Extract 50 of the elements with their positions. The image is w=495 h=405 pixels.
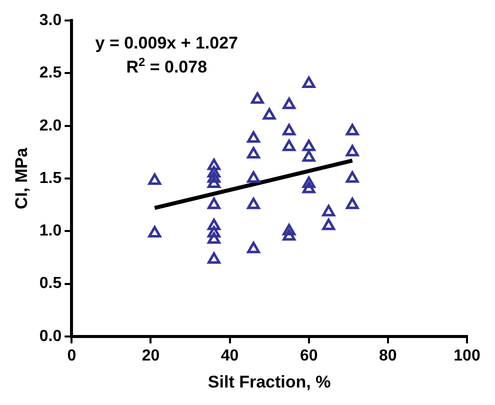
point [346, 124, 359, 136]
point [302, 76, 316, 88]
x-tick-label: 80 [379, 347, 397, 364]
point [302, 182, 316, 194]
point [302, 176, 316, 188]
y-axis-title: CI, MPa [12, 147, 31, 210]
point [247, 171, 260, 183]
point [251, 92, 264, 104]
point [346, 198, 359, 210]
point [208, 198, 220, 210]
point [302, 150, 316, 162]
point [208, 232, 220, 244]
y-tick-label: 2.0 [39, 117, 62, 134]
point [346, 144, 359, 156]
y-tick-label: 0.0 [39, 328, 62, 345]
x-tick-label: 0 [67, 347, 76, 364]
point [208, 166, 220, 178]
point [282, 98, 296, 110]
point [208, 252, 220, 264]
point [282, 140, 296, 152]
point [282, 224, 296, 236]
point [247, 147, 260, 159]
point [148, 226, 162, 238]
x-tick-label: 20 [142, 347, 160, 364]
y-tick-label: 0.5 [39, 275, 62, 292]
point [247, 198, 260, 210]
point [282, 124, 296, 136]
annotation: y = 0.009x + 1.027 [95, 34, 238, 53]
point [282, 229, 296, 241]
point [346, 171, 359, 183]
y-tick-label: 3.0 [39, 12, 62, 30]
point [247, 242, 260, 254]
point [262, 108, 276, 120]
point [208, 218, 220, 230]
y-tick-label: 2.5 [39, 64, 62, 82]
point [322, 218, 336, 230]
point [208, 158, 220, 170]
x-tick-label: 100 [454, 347, 480, 364]
point [148, 173, 162, 185]
point [208, 176, 220, 188]
y-tick-label: 1.5 [39, 170, 62, 187]
point [302, 140, 316, 152]
point [208, 226, 220, 238]
y-tick-label: 1.0 [39, 222, 62, 240]
point [208, 171, 220, 183]
x-tick-label: 40 [220, 347, 239, 364]
x-tick-label: 60 [300, 347, 318, 364]
point [322, 204, 336, 216]
x-axis-title: Silt Fraction, % [208, 372, 331, 392]
point [247, 131, 260, 143]
